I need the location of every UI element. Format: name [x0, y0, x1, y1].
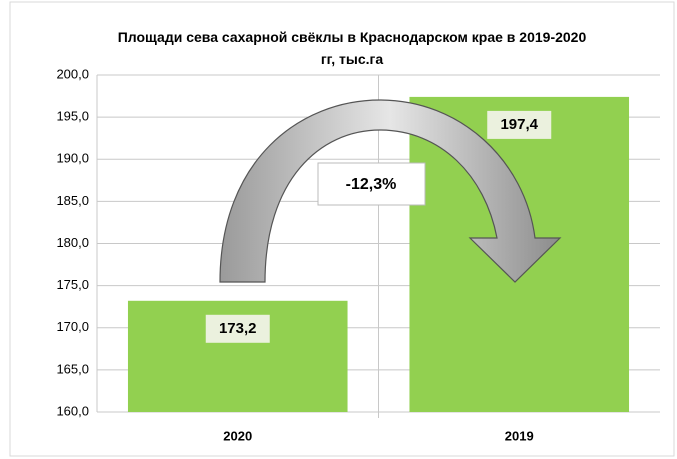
plot-area: 160,0 165,0 170,0 175,0 180,0 185,0 190,0 195,0…: [56, 66, 660, 443]
decoration: -12,3%: [219, 99, 562, 283]
arrow: [219, 99, 562, 283]
y-tick-label: 185,0: [56, 193, 89, 208]
value-label: 173,2: [219, 320, 257, 337]
y-tick-label: 200,0: [56, 66, 89, 81]
y-tick-label: 180,0: [56, 235, 89, 250]
annotation: -12,3%: [346, 176, 397, 193]
x-tick-label: 2019: [505, 428, 534, 443]
annotation-box: [317, 162, 426, 206]
y-tick-label: 170,0: [56, 319, 89, 334]
value-label-box: [487, 110, 552, 139]
y-tick-label: 160,0: [56, 403, 89, 418]
chart-title: Площади сева сахарной свёклы в Краснодар…: [117, 29, 587, 67]
value-label: 197,4: [500, 116, 538, 133]
value-label-box: [205, 314, 270, 343]
x-tick-label: 2020: [223, 428, 252, 443]
y-tick-label: 165,0: [56, 361, 89, 376]
y-tick-label: 175,0: [56, 277, 89, 292]
y-tick-label: 195,0: [56, 109, 89, 124]
y-tick-label: 190,0: [56, 151, 89, 166]
